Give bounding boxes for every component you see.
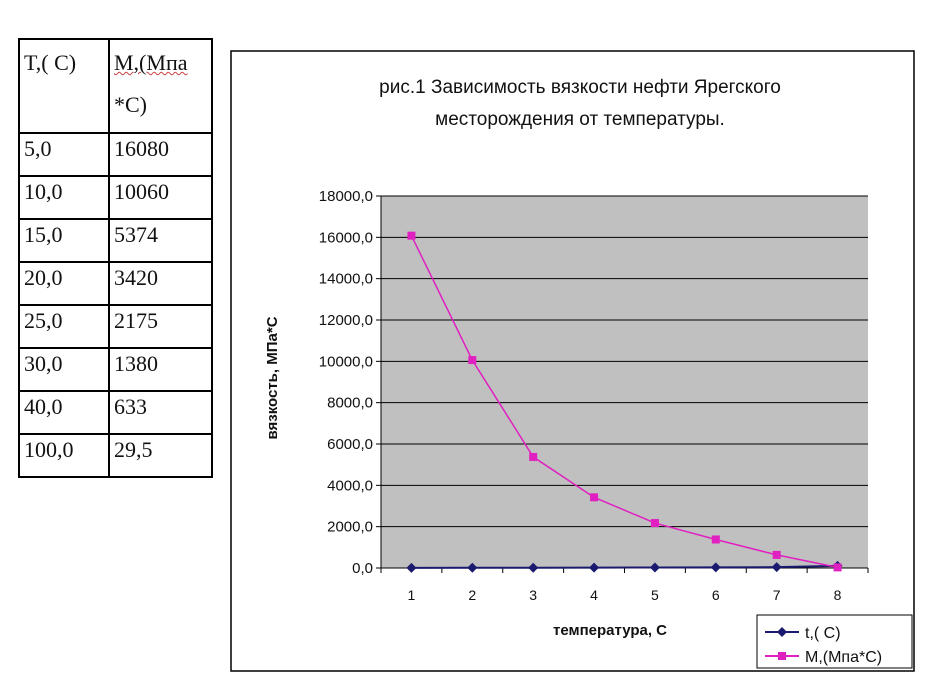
data-point (529, 452, 538, 461)
table-row: 25,0 2175 (18, 304, 213, 349)
cell-viscosity: 633 (108, 390, 213, 435)
gridlines (381, 195, 868, 528)
x-tick-label: 3 (529, 587, 537, 603)
x-tick-label: 5 (651, 587, 659, 603)
table-row: 40,0 633 (18, 390, 213, 435)
table-header-row: T,( C) M,(Мпа *C) (18, 38, 213, 134)
data-point (468, 356, 477, 365)
x-axis-ticks: 1 2 3 4 5 6 7 8 (380, 568, 869, 603)
x-tick-label: 1 (408, 587, 416, 603)
data-point (406, 562, 417, 573)
legend-marker (778, 652, 786, 660)
x-tick-label: 7 (773, 587, 781, 603)
cell-viscosity: 3420 (108, 261, 213, 306)
x-tick-label: 6 (712, 587, 720, 603)
cell-viscosity: 16080 (108, 132, 213, 177)
y-tick-label: 14000,0 (319, 271, 373, 288)
plot-area (381, 196, 868, 568)
y-tick-label: 2000,0 (327, 519, 373, 536)
legend-items: t,( C) M,(Мпа*C) (765, 625, 882, 666)
cell-viscosity: 1380 (108, 347, 213, 392)
header-viscosity-line2: *C) (114, 91, 147, 117)
x-tick-label: 2 (468, 587, 476, 603)
table-row: 15,0 5374 (18, 218, 213, 263)
data-point (407, 231, 416, 240)
cell-temperature: 30,0 (18, 347, 110, 392)
cell-viscosity: 2175 (108, 304, 213, 349)
series-group (406, 231, 843, 573)
data-point (772, 550, 781, 559)
cell-viscosity: 5374 (108, 218, 213, 263)
cell-viscosity: 10060 (108, 175, 213, 220)
cell-temperature: 5,0 (18, 132, 110, 177)
legend: t,( C) M,(Мпа*C) (756, 614, 913, 669)
y-tick-label: 16000,0 (319, 229, 373, 246)
y-tick-label: 12000,0 (319, 312, 373, 329)
data-point (589, 562, 600, 573)
table-row: 5,0 16080 (18, 132, 213, 177)
cell-temperature: 100,0 (18, 433, 110, 478)
series-1 (406, 560, 843, 573)
data-point (590, 493, 599, 502)
table-row: 100,0 29,5 (18, 433, 213, 478)
x-tick-label: 4 (590, 587, 598, 603)
x-tick-label: 8 (834, 587, 842, 603)
y-tick-label: 10000,0 (319, 353, 373, 370)
cell-temperature: 40,0 (18, 390, 110, 435)
data-point (649, 562, 660, 573)
legend-label: t,( C) (805, 625, 841, 642)
series-line (410, 235, 838, 569)
y-tick-label: 8000,0 (327, 395, 373, 412)
cell-viscosity: 29,5 (108, 433, 213, 478)
table-row: 30,0 1380 (18, 347, 213, 392)
series-line (411, 564, 838, 569)
chart-title-line1: рис.1 Зависимость вязкости нефти Ярегско… (379, 77, 781, 98)
y-tick-label: 18000,0 (319, 188, 373, 205)
y-axis-ticks: 0,0 2000,0 4000,0 6000,0 8000,0 10000,0 12000,… (319, 188, 381, 577)
y-tick-label: 0,0 (352, 560, 373, 577)
data-point (711, 535, 720, 544)
legend-marker (777, 627, 787, 637)
series-2 (407, 231, 842, 572)
data-point (710, 562, 721, 573)
header-temperature: T,( C) (18, 38, 110, 134)
y-tick-label: 6000,0 (327, 436, 373, 453)
chart-title-line2: месторождения от температуры. (435, 109, 725, 130)
data-point (650, 519, 659, 528)
y-axis-label: вязкость, МПа*С (264, 316, 281, 439)
cell-temperature: 10,0 (18, 175, 110, 220)
data-point (467, 562, 478, 573)
header-viscosity: M,(Мпа *C) (108, 38, 213, 134)
data-point (528, 562, 539, 573)
data-table: T,( C) M,(Мпа *C) 5,0 16080 10,0 10060 15,0 53… (18, 38, 213, 478)
legend-label: M,(Мпа*C) (805, 649, 882, 666)
table-body: 5,0 16080 10,0 10060 15,0 5374 20,0 3420 25,0 217… (18, 132, 213, 478)
table-row: 10,0 10060 (18, 175, 213, 220)
table-row: 20,0 3420 (18, 261, 213, 306)
cell-temperature: 15,0 (18, 218, 110, 263)
x-axis-label: температура, С (553, 622, 667, 639)
y-tick-label: 4000,0 (327, 477, 373, 494)
cell-temperature: 25,0 (18, 304, 110, 349)
header-viscosity-line1: M,(Мпа (114, 50, 188, 75)
data-point (833, 563, 842, 572)
cell-temperature: 20,0 (18, 261, 110, 306)
data-point (771, 562, 782, 573)
